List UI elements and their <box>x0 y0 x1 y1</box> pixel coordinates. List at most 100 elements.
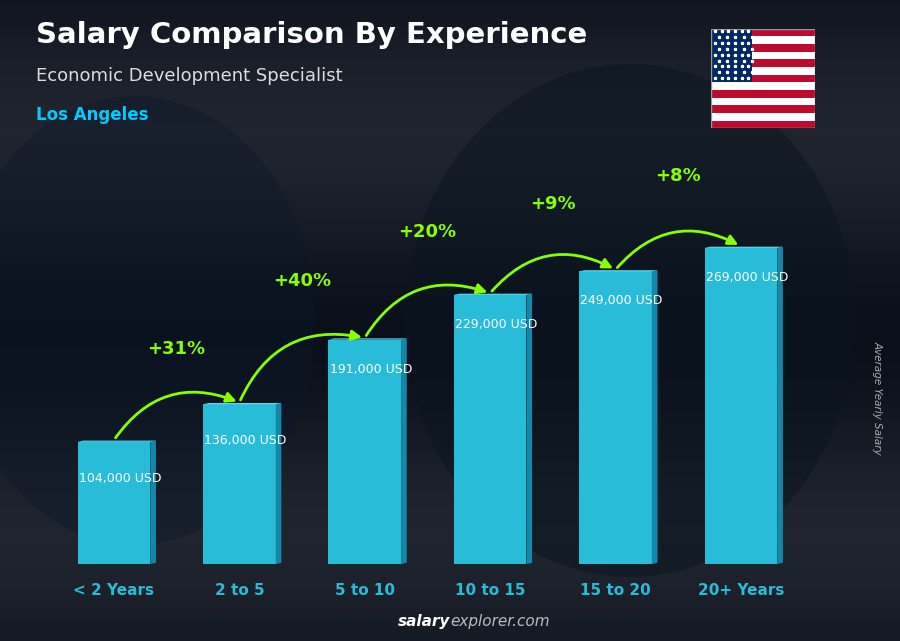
Bar <box>0 147 900 154</box>
Bar <box>0 103 900 109</box>
Bar <box>0 212 900 218</box>
Bar <box>0 359 900 365</box>
Bar <box>0 609 900 615</box>
Polygon shape <box>705 247 783 248</box>
Bar <box>0 122 900 128</box>
Text: 2 to 5: 2 to 5 <box>214 583 265 599</box>
Bar <box>711 75 814 82</box>
Bar <box>0 135 900 141</box>
Bar <box>0 538 900 545</box>
Bar <box>0 224 900 231</box>
Bar <box>0 0 900 6</box>
Text: 136,000 USD: 136,000 USD <box>204 434 286 447</box>
Bar <box>711 29 814 37</box>
Bar <box>0 237 900 244</box>
Bar <box>0 417 900 423</box>
Bar <box>0 481 900 487</box>
Bar <box>0 474 900 481</box>
Bar <box>0 96 900 103</box>
Bar <box>711 37 814 44</box>
Bar <box>0 449 900 455</box>
Bar <box>0 218 900 224</box>
Bar <box>0 173 900 179</box>
Bar <box>0 282 900 288</box>
Bar <box>0 58 900 64</box>
Bar <box>0 506 900 513</box>
Text: < 2 Years: < 2 Years <box>74 583 155 599</box>
Text: explorer.com: explorer.com <box>450 615 550 629</box>
Bar <box>0 90 900 96</box>
Bar <box>0 596 900 603</box>
Bar <box>0 19 900 26</box>
Bar <box>0 346 900 353</box>
Text: 269,000 USD: 269,000 USD <box>706 271 788 284</box>
Bar <box>0 186 900 192</box>
Bar <box>0 468 900 474</box>
Bar <box>0 141 900 147</box>
Ellipse shape <box>405 64 855 577</box>
Bar <box>0 109 900 115</box>
Bar <box>0 397 900 404</box>
Bar <box>454 295 526 564</box>
Bar <box>0 622 900 628</box>
Bar <box>0 295 900 301</box>
Bar <box>0 160 900 167</box>
Bar <box>0 436 900 442</box>
Bar <box>0 500 900 506</box>
Text: +20%: +20% <box>399 222 456 240</box>
Bar <box>711 113 814 121</box>
Bar <box>711 97 814 105</box>
Text: Salary Comparison By Experience: Salary Comparison By Experience <box>36 21 587 49</box>
Bar <box>711 90 814 97</box>
Bar <box>0 77 900 83</box>
Text: 191,000 USD: 191,000 USD <box>329 363 412 376</box>
Bar <box>0 513 900 519</box>
Bar <box>0 192 900 199</box>
Bar <box>0 83 900 90</box>
Bar <box>579 271 652 564</box>
Bar <box>0 314 900 320</box>
Text: 20+ Years: 20+ Years <box>698 583 784 599</box>
Bar <box>0 51 900 58</box>
Bar <box>0 276 900 282</box>
Bar <box>0 320 900 327</box>
Bar <box>0 583 900 590</box>
Text: 229,000 USD: 229,000 USD <box>455 318 537 331</box>
Bar <box>0 545 900 551</box>
Bar <box>0 115 900 122</box>
Polygon shape <box>778 247 783 564</box>
Polygon shape <box>454 294 532 295</box>
Bar <box>0 256 900 263</box>
Bar <box>0 199 900 205</box>
Text: 10 to 15: 10 to 15 <box>454 583 526 599</box>
Bar <box>0 442 900 449</box>
Text: 249,000 USD: 249,000 USD <box>580 294 662 308</box>
Bar <box>0 429 900 436</box>
Bar <box>0 32 900 38</box>
Bar <box>0 167 900 173</box>
Bar <box>0 455 900 462</box>
Bar <box>0 250 900 256</box>
Bar <box>0 263 900 269</box>
Text: +9%: +9% <box>530 195 576 213</box>
Bar <box>0 526 900 532</box>
Bar <box>77 442 150 564</box>
Bar <box>0 13 900 19</box>
Bar <box>0 353 900 359</box>
Bar <box>203 404 275 564</box>
Bar <box>0 410 900 417</box>
Bar <box>0 64 900 71</box>
Bar <box>0 26 900 32</box>
Bar <box>0 494 900 500</box>
Bar <box>0 551 900 558</box>
Bar <box>0 615 900 622</box>
Bar <box>328 340 401 564</box>
Bar <box>0 244 900 250</box>
Text: Los Angeles: Los Angeles <box>36 106 148 124</box>
Bar <box>0 462 900 468</box>
Bar <box>0 340 900 346</box>
Text: 5 to 10: 5 to 10 <box>335 583 395 599</box>
Bar <box>0 487 900 494</box>
Ellipse shape <box>0 96 315 545</box>
Bar <box>0 577 900 583</box>
